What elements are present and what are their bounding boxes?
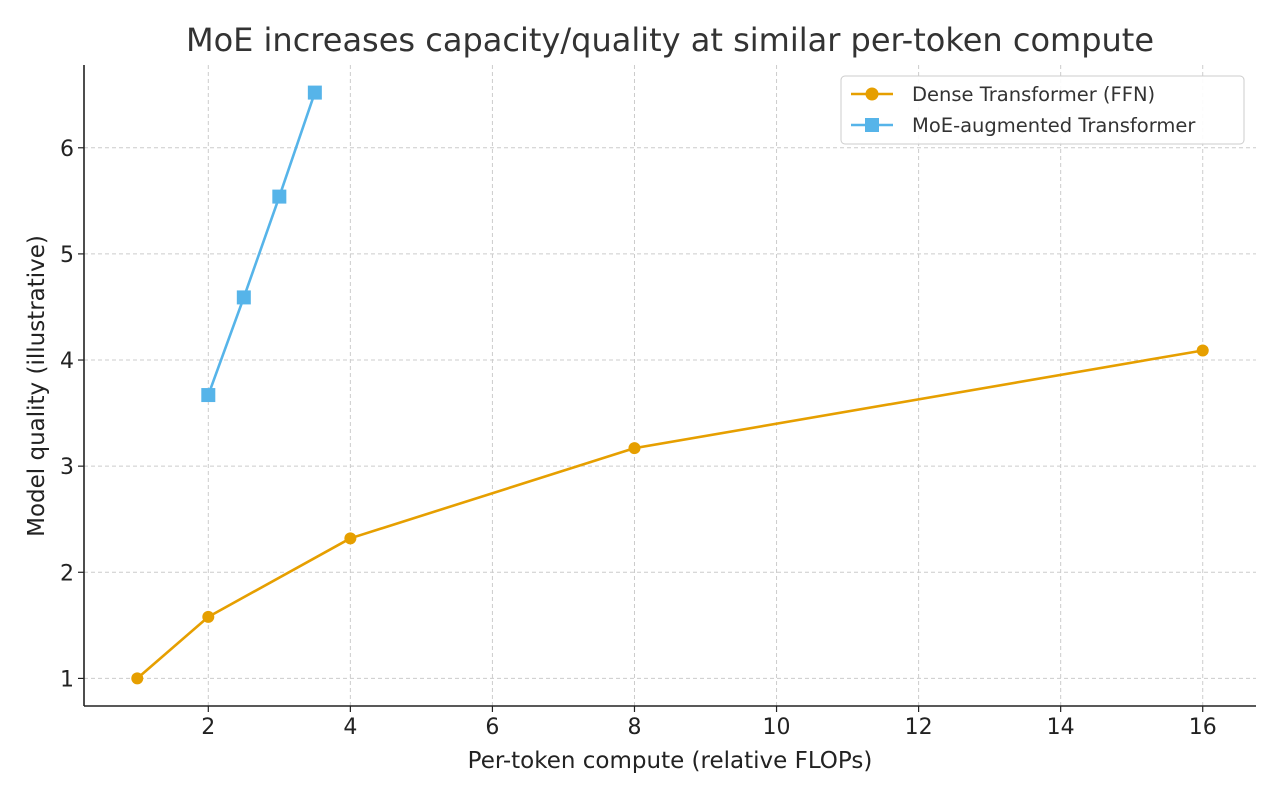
data-point-moe <box>201 388 216 403</box>
legend-marker-moe <box>865 118 879 132</box>
y-tick-label: 3 <box>60 455 74 480</box>
legend-label-dense: Dense Transformer (FFN) <box>912 83 1155 106</box>
data-point-dense <box>202 610 215 623</box>
series-group <box>131 85 1209 685</box>
data-point-moe <box>272 189 287 204</box>
chart-title: MoE increases capacity/quality at simila… <box>186 21 1154 59</box>
legend-label-moe: MoE-augmented Transformer <box>912 114 1196 137</box>
series-line-moe <box>207 92 317 396</box>
y-tick-label: 1 <box>60 667 74 692</box>
data-point-dense <box>628 442 641 455</box>
y-tick-label: 6 <box>60 137 74 162</box>
x-tick-label: 10 <box>763 715 791 740</box>
y-tick-label: 5 <box>60 243 74 268</box>
data-point-moe <box>307 85 322 100</box>
x-tick-label: 8 <box>627 715 641 740</box>
series-line-dense <box>136 349 1203 680</box>
x-tick-label: 12 <box>905 715 933 740</box>
x-tick-label: 16 <box>1189 715 1217 740</box>
data-point-dense <box>344 532 357 545</box>
x-tick-label: 4 <box>343 715 357 740</box>
y-tick-label: 4 <box>60 349 74 374</box>
data-point-moe <box>236 290 251 305</box>
axes <box>83 65 1256 707</box>
x-tick-label: 2 <box>201 715 215 740</box>
data-point-dense <box>131 672 144 685</box>
legend-frame <box>840 75 1245 145</box>
y-axis-label: Model quality (illustrative) <box>24 235 50 537</box>
grid <box>84 65 1256 706</box>
x-tick-label: 6 <box>485 715 499 740</box>
legend-marker-dense <box>865 87 879 101</box>
x-axis-label: Per-token compute (relative FLOPs) <box>468 748 873 774</box>
legend: Dense Transformer (FFN) MoE-augmented Tr… <box>840 75 1245 145</box>
data-point-dense <box>1196 344 1209 357</box>
x-tick-label: 14 <box>1047 715 1075 740</box>
y-tick-label: 2 <box>60 561 74 586</box>
